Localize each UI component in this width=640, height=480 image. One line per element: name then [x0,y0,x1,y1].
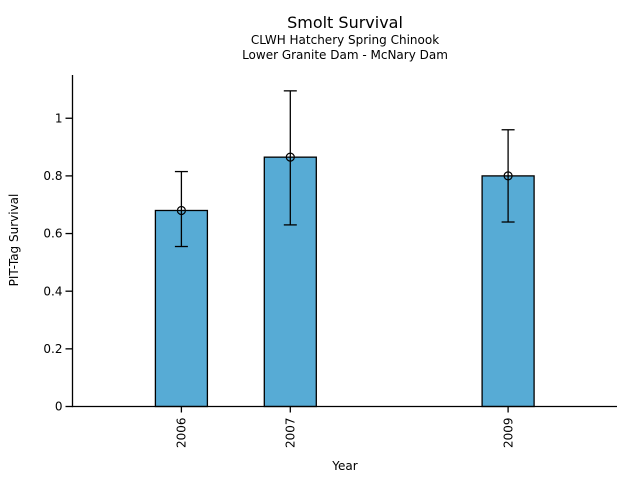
y-tick-label: 0 [55,400,63,414]
data-point-marker [285,152,295,162]
x-axis-label: Year [332,459,358,473]
chart-subtitle-line2: Lower Granite Dam - McNary Dam [242,48,448,62]
chart-title: Smolt Survival [287,13,403,32]
x-tick-label: 2006 [175,418,189,449]
x-tick-label: 2009 [501,418,515,449]
y-tick-label: 0.2 [43,342,62,356]
y-axis-label: PIT-Tag Survival [7,193,21,287]
y-tick-label: 0.4 [43,284,62,298]
y-tick-label: 0.6 [43,227,62,241]
chart-subtitle-line1: CLWH Hatchery Spring Chinook [250,33,440,47]
y-tick-label: 0.8 [43,169,62,183]
y-tick-label: 1 [55,111,63,125]
x-tick-label: 2007 [284,418,298,449]
data-point-marker [176,205,186,216]
data-point-marker [503,171,513,181]
